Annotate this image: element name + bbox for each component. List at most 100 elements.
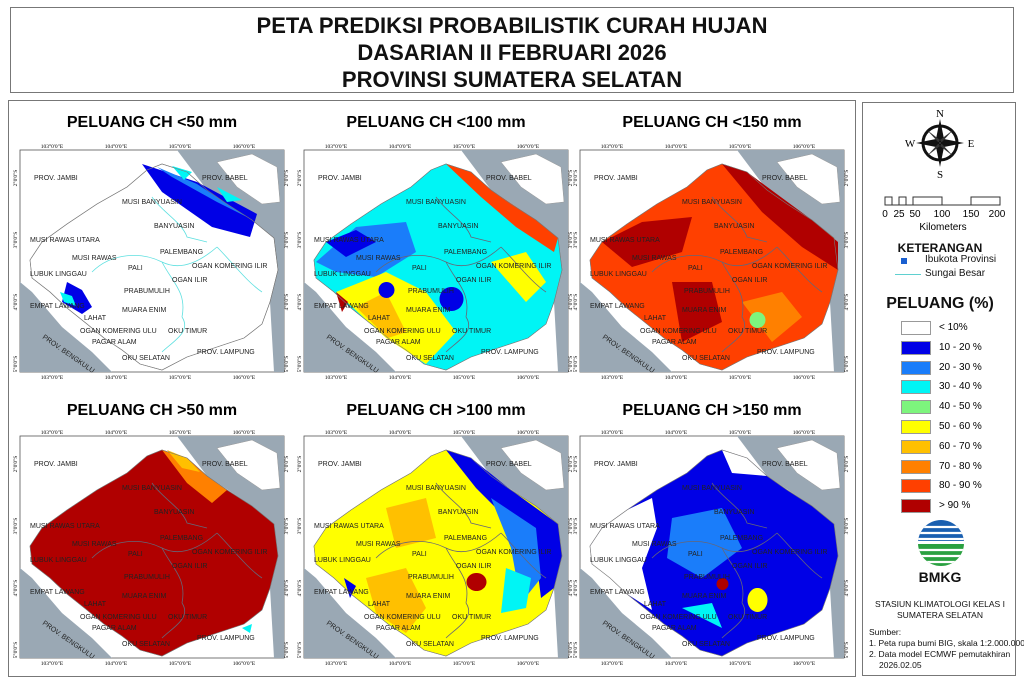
river <box>91 196 263 353</box>
place-label: LUBUK LINGGAU <box>30 557 87 564</box>
place-label: PROV. JAMBI <box>318 461 362 468</box>
place-label: PAGAR ALAM <box>376 625 421 632</box>
sea <box>177 150 284 372</box>
lat-tick: 3°0'0"S <box>283 232 290 249</box>
probability-zone <box>326 230 376 257</box>
place-label: MUSI RAWAS <box>72 541 117 548</box>
legend-label: 60 - 70 % <box>939 440 982 452</box>
lon-tick: 106°0'0"E <box>233 143 256 150</box>
place-label: PAGAR ALAM <box>376 339 421 346</box>
river <box>91 482 263 639</box>
place-label: LAHAT <box>368 315 391 322</box>
probability-map: PROV. JAMBI PROV. BABEL MUSI BANYUASIN BANY… <box>572 429 850 666</box>
lon-tick: 106°0'0"E <box>793 429 816 436</box>
river <box>651 482 823 639</box>
place-label: MUSI BANYUASIN <box>122 199 182 206</box>
lon-tick: 103°0'0"E <box>325 374 348 380</box>
probability-zone <box>446 450 562 598</box>
lat-tick: 2°0'0"S <box>296 170 303 187</box>
lat-tick: 5°0'0"S <box>572 642 579 659</box>
lon-tick: 104°0'0"E <box>389 143 412 150</box>
lon-tick: 106°0'0"E <box>517 660 540 666</box>
probability-zone <box>30 450 278 656</box>
place-label: OKU SELATAN <box>122 355 170 362</box>
place-label: MUARA ENIM <box>682 307 727 314</box>
legend-river: Sungai Besar <box>925 268 986 279</box>
place-label: PALEMBANG <box>160 249 203 256</box>
legend-swatch <box>901 420 931 434</box>
lon-tick: 103°0'0"E <box>601 429 624 436</box>
probability-zone <box>747 588 768 612</box>
compass-w: W <box>905 138 916 150</box>
place-label: PROV. JAMBI <box>34 461 78 468</box>
lat-tick: 2°0'0"S <box>296 456 303 473</box>
place-label: PROV. LAMPUNG <box>197 635 255 642</box>
lat-tick: 2°0'0"S <box>567 456 574 473</box>
lat-tick: 5°0'0"S <box>283 356 290 373</box>
legend-label: 40 - 50 % <box>939 401 982 413</box>
lon-tick: 103°0'0"E <box>41 660 64 666</box>
lat-tick: 3°0'0"S <box>567 232 574 249</box>
place-label: LUBUK LINGGAU <box>590 557 647 564</box>
legend-swatch <box>901 321 931 335</box>
probability-zone <box>722 450 767 476</box>
place-label: PRABUMULIH <box>684 288 730 295</box>
lon-tick: 105°0'0"E <box>729 660 752 666</box>
probability-zone <box>446 164 558 252</box>
place-label: PAGAR ALAM <box>92 625 137 632</box>
place-label: BANYUASIN <box>154 223 194 230</box>
lon-tick: 103°0'0"E <box>601 374 624 380</box>
scale-tick: 150 <box>963 209 980 220</box>
place-label: BANYUASIN <box>154 509 194 516</box>
lon-tick: 105°0'0"E <box>729 374 752 380</box>
panel-title: PELUANG CH >100 mm <box>346 402 526 419</box>
probability-zone <box>172 166 242 202</box>
lat-tick: 2°0'0"S <box>572 456 579 473</box>
legend-title: PELUANG (%) <box>886 295 994 312</box>
lon-tick: 106°0'0"E <box>793 374 816 380</box>
sea <box>737 150 844 372</box>
lat-tick: 4°0'0"S <box>296 580 303 597</box>
lat-tick: 3°0'0"S <box>572 518 579 535</box>
lon-tick: 105°0'0"E <box>169 143 192 150</box>
place-label: OKU TIMUR <box>452 328 491 335</box>
legend-swatch <box>901 360 931 375</box>
place-label: OGAN KOMERING ULU <box>640 328 717 335</box>
river <box>375 196 547 353</box>
keterangan-title: KETERANGAN <box>897 241 983 255</box>
lon-tick: 106°0'0"E <box>233 660 256 666</box>
place-label: MUSI RAWAS UTARA <box>314 237 384 244</box>
place-label: PAGAR ALAM <box>652 625 697 632</box>
place-label: PROV. BABEL <box>762 175 808 182</box>
sea <box>461 436 568 658</box>
place-label: OGAN KOMERING ULU <box>640 614 717 621</box>
lon-tick: 104°0'0"E <box>665 143 688 150</box>
probability-map: PROV. JAMBI PROV. BABEL MUSI BANYUASIN BANY… <box>12 429 290 666</box>
scale-tick: 50 <box>909 209 921 220</box>
legend-swatch <box>901 459 931 474</box>
place-label: OGAN ILIR <box>172 563 207 570</box>
compass-n: N <box>936 108 944 120</box>
place-label: PALI <box>412 265 427 272</box>
lat-tick: 5°0'0"S <box>843 642 850 659</box>
lat-tick: 4°0'0"S <box>296 294 303 311</box>
place-label: OGAN KOMERING ULU <box>80 328 157 335</box>
place-label: OKU SELATAN <box>682 355 730 362</box>
place-label: PROV. BABEL <box>202 461 248 468</box>
legend-label: 50 - 60 % <box>939 421 982 432</box>
place-label: PAGAR ALAM <box>652 339 697 346</box>
lon-tick: 105°0'0"E <box>729 429 752 436</box>
place-label: MUARA ENIM <box>406 307 451 314</box>
place-label: PALEMBANG <box>720 249 763 256</box>
lon-tick: 103°0'0"E <box>325 429 348 436</box>
probability-zone <box>356 292 406 338</box>
bangka-island <box>216 153 281 205</box>
scale-tick: 200 <box>989 209 1006 220</box>
place-label: PALI <box>688 265 703 272</box>
lat-tick: 3°0'0"S <box>843 232 850 249</box>
scale-tick: 0 <box>882 209 888 220</box>
place-label: PRABUMULIH <box>124 574 170 581</box>
panel-title: PELUANG CH <100 mm <box>346 114 526 131</box>
probability-zone <box>62 282 92 314</box>
lat-tick: 3°0'0"S <box>12 232 19 249</box>
